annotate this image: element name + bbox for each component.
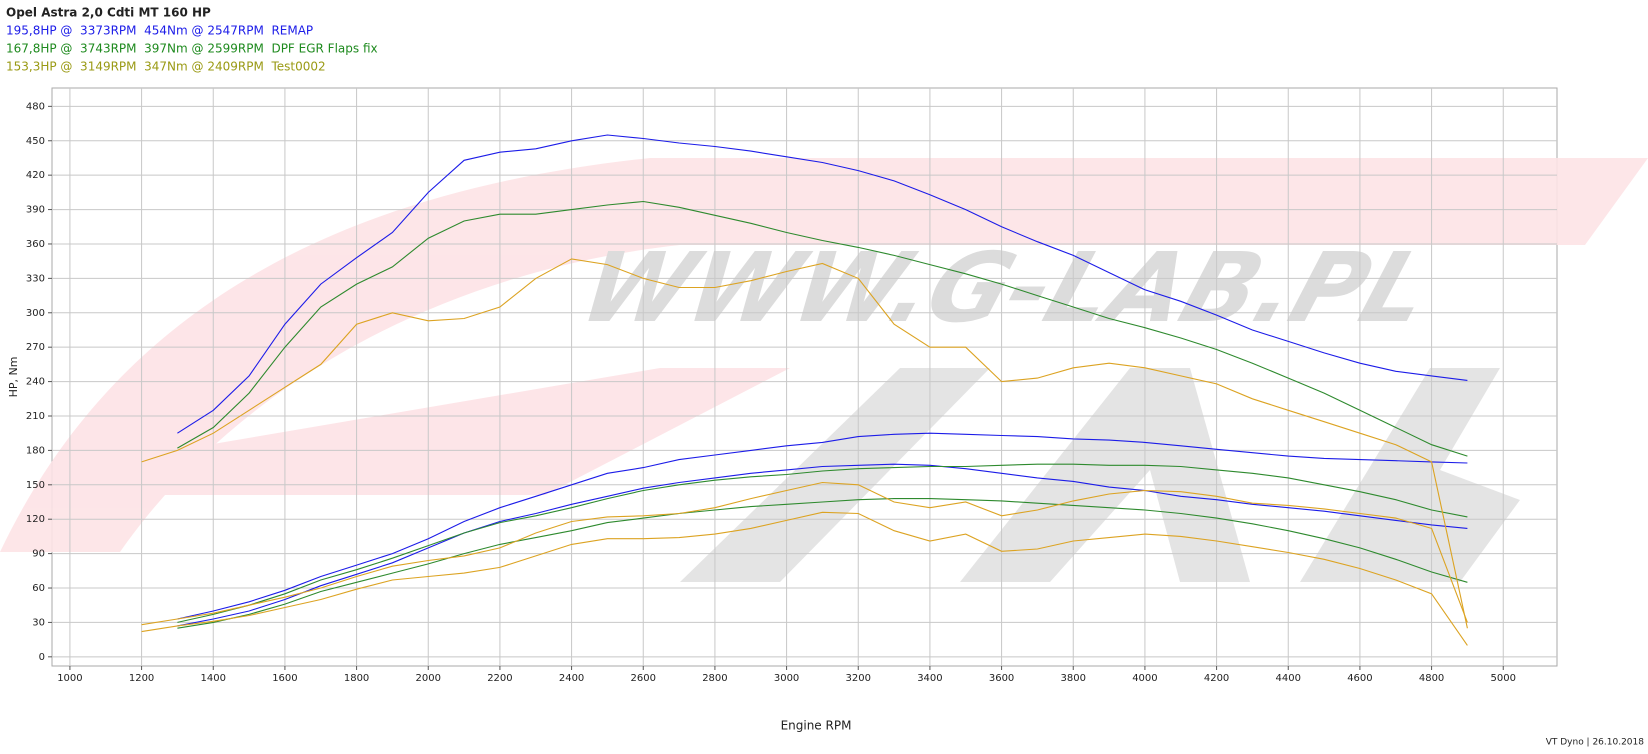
x-tick-label: 1600 (272, 673, 297, 684)
y-tick-label: 0 (39, 652, 45, 663)
x-tick-label: 3600 (989, 673, 1014, 684)
y-tick-label: 270 (26, 342, 45, 353)
x-tick-label: 3200 (846, 673, 871, 684)
footer: VT Dyno | 26.10.2018 (1546, 738, 1645, 748)
x-tick-label: 2200 (487, 673, 512, 684)
x-tick-label: 3400 (917, 673, 942, 684)
curve (177, 463, 1468, 627)
curve (177, 432, 1468, 620)
x-tick-label: 2800 (702, 673, 727, 684)
x-tick-label: 2400 (559, 673, 584, 684)
y-tick-label: 480 (26, 101, 45, 112)
y-tick-label: 120 (26, 514, 45, 525)
curve (141, 511, 1468, 646)
x-tick-label: 4200 (1204, 673, 1229, 684)
x-tick-label: 1400 (201, 673, 226, 684)
y-tick-label: 180 (26, 445, 45, 456)
x-tick-label: 3000 (774, 673, 799, 684)
curve (177, 498, 1468, 629)
y-tick-label: 210 (26, 411, 45, 422)
x-tick-label: 4600 (1347, 673, 1372, 684)
curve (177, 134, 1468, 434)
y-tick-label: 330 (26, 273, 45, 284)
y-tick-label: 30 (32, 617, 45, 628)
y-tick-label: 60 (32, 583, 45, 594)
y-tick-label: 390 (26, 205, 45, 216)
x-tick-label: 2600 (631, 673, 656, 684)
chart-title: Opel Astra 2,0 Cdti MT 160 HP (6, 6, 211, 20)
y-tick-label: 240 (26, 377, 45, 388)
y-tick-label: 150 (26, 480, 45, 491)
x-tick-label: 1800 (344, 673, 369, 684)
x-tick-label: 4800 (1419, 673, 1444, 684)
legend-entry: 153,3HP @ 3149RPM 347Nm @ 2409RPM Test00… (6, 60, 326, 74)
x-tick-label: 1200 (129, 673, 154, 684)
x-tick-label: 3800 (1061, 673, 1086, 684)
x-tick-label: 5000 (1491, 673, 1516, 684)
x-tick-label: 2000 (416, 673, 441, 684)
y-tick-label: 300 (26, 308, 45, 319)
watermark-text: WWW.G-LAB.PL (568, 233, 1445, 344)
curve (177, 200, 1468, 457)
y-axis-label: HP, Nm (7, 357, 20, 398)
legend-entry: 195,8HP @ 3373RPM 454Nm @ 2547RPM REMAP (6, 24, 313, 38)
curve (141, 481, 1468, 626)
y-tick-label: 90 (32, 549, 45, 560)
watermark-graphics (0, 158, 1648, 582)
x-tick-label: 1000 (57, 673, 82, 684)
curve (177, 463, 1468, 623)
x-tick-label: 4000 (1132, 673, 1157, 684)
y-tick-label: 360 (26, 239, 45, 250)
y-tick-label: 450 (26, 136, 45, 147)
legend-entry: 167,8HP @ 3743RPM 397Nm @ 2599RPM DPF EG… (6, 42, 378, 56)
y-tick-label: 420 (26, 170, 45, 181)
x-axis-label: Engine RPM (781, 719, 852, 733)
x-tick-label: 4400 (1276, 673, 1301, 684)
curve (141, 258, 1468, 629)
